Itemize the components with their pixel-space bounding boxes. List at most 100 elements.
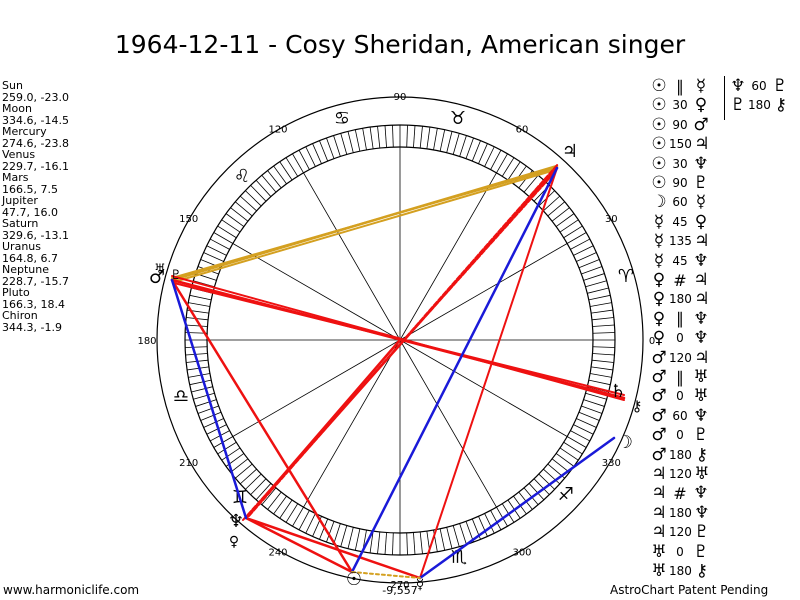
aspect-planet2-icon: ♆ bbox=[693, 250, 709, 271]
aspect-row: ♂ 120 ♃ bbox=[649, 348, 712, 368]
aspect-row: ♂ 180 ⚷ bbox=[649, 445, 712, 465]
degree-tick bbox=[319, 518, 329, 540]
aspect-planet2-icon: ♆ bbox=[693, 405, 709, 426]
house-spoke bbox=[232, 339, 401, 437]
house-spoke bbox=[232, 243, 401, 341]
planet-coords-chiron: 344.3, -1.9 bbox=[2, 320, 62, 334]
aspect-planet1-icon: ♂ bbox=[651, 444, 667, 465]
aspect-value: 90 bbox=[672, 176, 688, 190]
degree-tick bbox=[273, 165, 287, 185]
aspect-row: ☉ 150 ♃ bbox=[649, 134, 712, 154]
degree-tick bbox=[592, 346, 615, 348]
degree-tick bbox=[581, 405, 603, 414]
degree-tick bbox=[239, 468, 257, 485]
degree-tick bbox=[235, 201, 253, 217]
degree-tick bbox=[292, 153, 304, 174]
aspect-planet2-icon: ♆ bbox=[693, 153, 709, 174]
degree-label: 330 bbox=[602, 458, 621, 469]
tick-band-outer bbox=[184, 124, 616, 556]
aspect-line bbox=[351, 571, 421, 579]
aspect-value: ∥ bbox=[676, 76, 684, 96]
degree-tick bbox=[261, 175, 277, 193]
degree-tick bbox=[279, 161, 293, 181]
degree-label: 300 bbox=[512, 547, 531, 558]
aspect-value: 180 bbox=[669, 564, 692, 578]
aspect-value: 180 bbox=[669, 292, 692, 307]
aspect-line bbox=[170, 278, 248, 520]
degree-tick bbox=[362, 128, 367, 151]
aspect-planet1-icon: ♂ bbox=[651, 386, 667, 407]
planet-name-sun: Sun bbox=[2, 79, 23, 92]
degree-tick bbox=[538, 473, 555, 490]
aspect-row: ♇ 180 ⚷ bbox=[728, 95, 791, 115]
aspect-planet1-icon: ☉ bbox=[651, 134, 667, 155]
degree-tick bbox=[496, 153, 508, 174]
degree-tick bbox=[209, 238, 230, 250]
degree-tick bbox=[354, 129, 361, 152]
aspect-value: 135 bbox=[669, 234, 692, 249]
aspect-planet1-icon: ♃ bbox=[651, 522, 667, 543]
aspect-planet2-icon: ♂ bbox=[693, 114, 709, 135]
aspect-value: 0 bbox=[676, 544, 684, 559]
planet-coords-mercury: 274.6, -23.8 bbox=[2, 136, 69, 150]
aspect-row: ♀ 0 ♆ bbox=[649, 328, 711, 348]
aspect-value: # bbox=[673, 483, 687, 503]
aspect-row: ♅ 180 ⚷ bbox=[649, 561, 712, 581]
aspect-planet1-icon: ♃ bbox=[651, 464, 667, 484]
aspect-value: 120 bbox=[669, 350, 692, 365]
planet-coords-moon: 334.6, -14.5 bbox=[2, 113, 69, 127]
aspect-row: ♅ 0 ♇ bbox=[649, 542, 711, 562]
aspect-value: 60 bbox=[751, 79, 767, 93]
aspect-row: ♂ ∥ ♅ bbox=[649, 367, 711, 387]
aspect-planet1-icon: ☉ bbox=[651, 153, 667, 174]
aspect-row: ♆ 60 ♇ bbox=[728, 76, 790, 96]
degree-tick bbox=[543, 468, 561, 485]
aspect-planet2-icon: ♃ bbox=[694, 289, 710, 310]
degree-tick bbox=[484, 513, 495, 534]
degree-tick bbox=[312, 143, 322, 164]
aspect-planet1-icon: ☉ bbox=[651, 95, 667, 116]
aspect-planet2-icon: ♅ bbox=[694, 464, 710, 484]
degree-tick bbox=[588, 379, 611, 386]
aspect-value: 45 bbox=[672, 253, 688, 268]
degree-tick bbox=[197, 405, 219, 414]
degree-tick bbox=[413, 125, 416, 148]
mercury-icon: ☿ bbox=[416, 577, 425, 593]
aspect-planet2-icon: ♆ bbox=[693, 483, 709, 504]
aspect-row: ☉ 30 ♆ bbox=[649, 154, 711, 174]
degree-tick bbox=[583, 273, 605, 281]
sagittarius-sign-icon: ♐ bbox=[558, 484, 574, 505]
degree-tick bbox=[581, 266, 603, 275]
jupiter-icon: ♃ bbox=[562, 141, 578, 162]
degree-tick bbox=[452, 525, 460, 547]
degree-tick bbox=[188, 302, 211, 307]
aspect-planet1-icon: ☿ bbox=[653, 231, 665, 252]
aspect-planet2-icon: ♅ bbox=[693, 386, 709, 407]
degree-tick bbox=[459, 523, 467, 545]
aspect-row: ♂ 60 ♆ bbox=[649, 406, 711, 426]
degree-tick bbox=[559, 219, 579, 233]
planet-name-chiron: Chiron bbox=[2, 309, 38, 322]
degree-tick bbox=[591, 309, 613, 314]
aspect-planet2-icon: ♇ bbox=[693, 425, 709, 446]
degree-tick bbox=[392, 532, 394, 555]
aspect-column-divider bbox=[724, 76, 725, 120]
aspect-value: # bbox=[673, 270, 687, 290]
degree-tick bbox=[528, 483, 545, 501]
degree-tick bbox=[439, 528, 446, 551]
pluto-icon: ♇ bbox=[170, 268, 182, 283]
degree-tick bbox=[471, 140, 481, 162]
aspect-planet1-icon: ♃ bbox=[651, 483, 667, 504]
degree-tick bbox=[377, 531, 381, 554]
aspect-row: ♃ 120 ♇ bbox=[649, 522, 712, 542]
aspect-line bbox=[171, 167, 557, 279]
aspect-planet1-icon: ☉ bbox=[651, 76, 667, 96]
degree-tick bbox=[543, 195, 561, 212]
degree-tick bbox=[406, 125, 408, 148]
aspect-planet2-icon: ⚷ bbox=[774, 95, 788, 116]
aspect-planet1-icon: ♀ bbox=[652, 328, 666, 349]
aspect-planet1-icon: ♃ bbox=[651, 502, 667, 523]
aspect-value: 45 bbox=[672, 214, 688, 229]
degree-tick bbox=[230, 458, 249, 473]
